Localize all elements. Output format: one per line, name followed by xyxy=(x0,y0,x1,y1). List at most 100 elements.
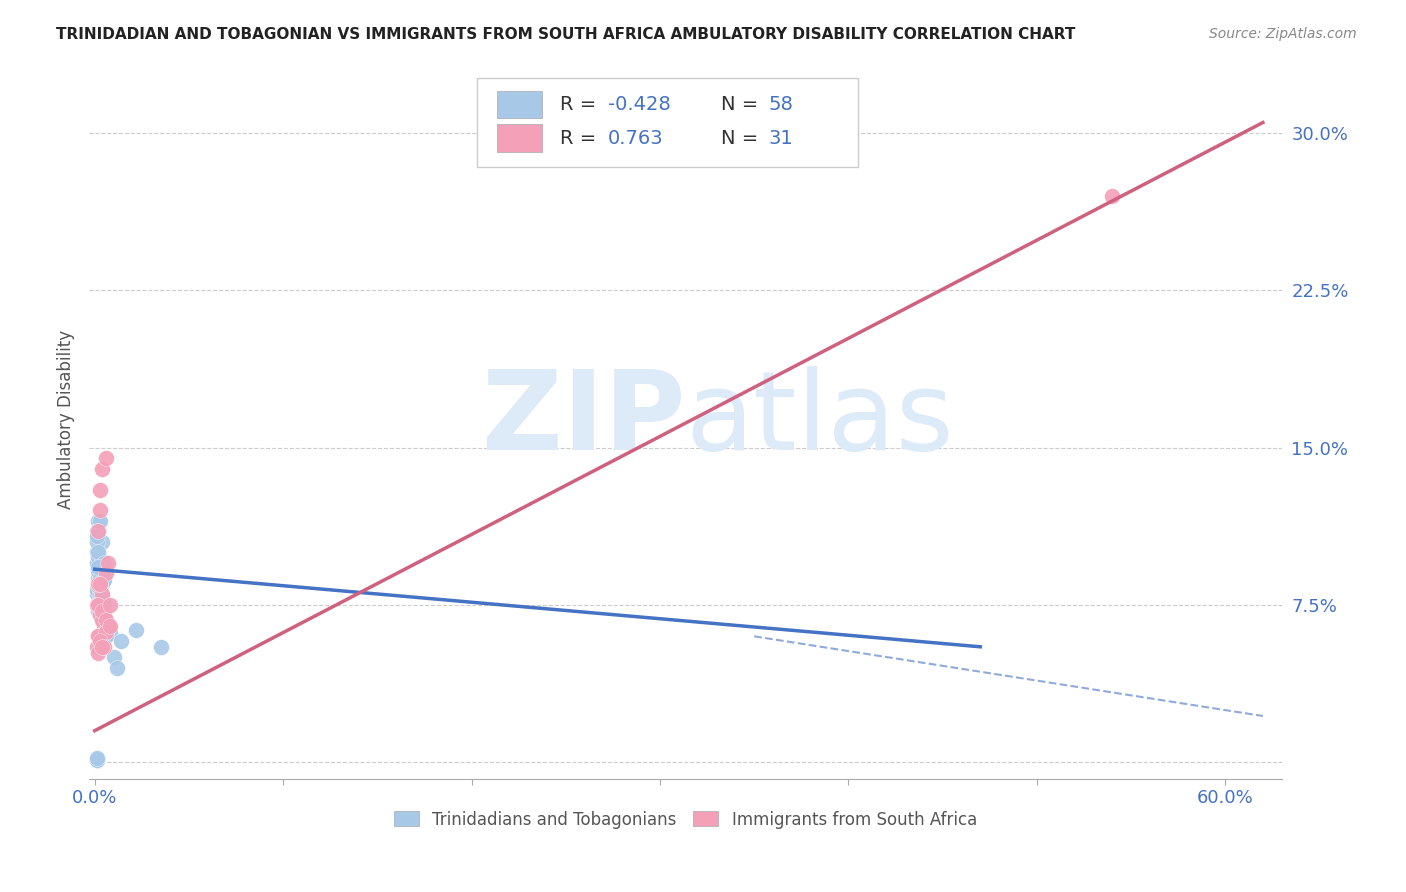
Point xyxy=(94,566,117,581)
Point xyxy=(91,590,114,604)
FancyBboxPatch shape xyxy=(496,124,543,152)
Point xyxy=(98,619,121,633)
Point xyxy=(103,650,125,665)
Point xyxy=(87,629,110,643)
Point xyxy=(89,514,111,528)
Y-axis label: Ambulatory Disability: Ambulatory Disability xyxy=(58,330,75,508)
Point xyxy=(93,608,115,623)
Point xyxy=(86,524,108,539)
Point xyxy=(87,564,110,578)
Legend: Trinidadians and Tobagonians, Immigrants from South Africa: Trinidadians and Tobagonians, Immigrants… xyxy=(387,804,984,835)
Point xyxy=(87,524,110,539)
Point xyxy=(91,640,114,654)
FancyBboxPatch shape xyxy=(477,78,858,168)
Point xyxy=(87,524,110,539)
Point xyxy=(87,577,110,591)
Point xyxy=(105,661,128,675)
Text: TRINIDADIAN AND TOBAGONIAN VS IMMIGRANTS FROM SOUTH AFRICA AMBULATORY DISABILITY: TRINIDADIAN AND TOBAGONIAN VS IMMIGRANTS… xyxy=(56,27,1076,42)
Point xyxy=(86,587,108,601)
Point xyxy=(86,640,108,654)
Point xyxy=(94,615,117,629)
Point xyxy=(94,629,117,643)
Point xyxy=(87,646,110,660)
Point xyxy=(87,560,110,574)
Point xyxy=(87,598,110,612)
Point xyxy=(86,753,108,767)
Point xyxy=(91,577,114,591)
Point xyxy=(89,599,111,614)
Point xyxy=(86,545,108,559)
Point xyxy=(89,577,111,591)
FancyBboxPatch shape xyxy=(496,90,543,118)
Point xyxy=(98,598,121,612)
Point xyxy=(93,602,115,616)
Point xyxy=(86,753,108,767)
Point xyxy=(86,535,108,549)
Point xyxy=(110,633,132,648)
Point xyxy=(87,571,110,585)
Text: Source: ZipAtlas.com: Source: ZipAtlas.com xyxy=(1209,27,1357,41)
Point xyxy=(89,503,111,517)
Point xyxy=(89,483,111,497)
Text: N =: N = xyxy=(721,129,765,148)
Point xyxy=(91,535,114,549)
Point xyxy=(87,579,110,593)
Point xyxy=(91,613,114,627)
Point xyxy=(89,566,111,581)
Point xyxy=(89,608,111,623)
Text: 58: 58 xyxy=(769,95,794,114)
Point xyxy=(89,571,111,585)
Point xyxy=(89,581,111,595)
Point xyxy=(94,619,117,633)
Point xyxy=(93,640,115,654)
Point xyxy=(94,625,117,640)
Point xyxy=(91,613,114,627)
Point xyxy=(93,573,115,587)
Point xyxy=(149,640,172,654)
Point xyxy=(91,562,114,576)
Point xyxy=(91,604,114,618)
Point xyxy=(87,604,110,618)
Point xyxy=(86,751,108,765)
Point xyxy=(98,625,121,640)
Point xyxy=(87,629,110,643)
Point xyxy=(94,451,117,466)
Text: 31: 31 xyxy=(769,129,793,148)
Point xyxy=(91,461,114,475)
Point xyxy=(86,556,108,570)
Point xyxy=(94,613,117,627)
Point xyxy=(91,640,114,654)
Point xyxy=(91,554,114,568)
Point xyxy=(87,545,110,559)
Point xyxy=(86,529,108,543)
Point xyxy=(86,583,108,598)
Point xyxy=(97,556,120,570)
Point xyxy=(91,566,114,581)
Point xyxy=(89,587,111,601)
Point xyxy=(89,571,111,585)
Text: atlas: atlas xyxy=(685,366,953,473)
Point xyxy=(87,514,110,528)
Text: R =: R = xyxy=(560,95,603,114)
Point xyxy=(89,604,111,618)
Point xyxy=(93,608,115,623)
Text: ZIP: ZIP xyxy=(482,366,685,473)
Point xyxy=(89,591,111,606)
Point xyxy=(89,606,111,620)
Text: R =: R = xyxy=(560,129,603,148)
Point xyxy=(89,633,111,648)
Point xyxy=(87,598,110,612)
Point xyxy=(91,593,114,607)
Point xyxy=(93,596,115,610)
Point xyxy=(125,623,148,637)
Text: -0.428: -0.428 xyxy=(607,95,671,114)
Text: N =: N = xyxy=(721,95,765,114)
Point xyxy=(91,587,114,601)
Point xyxy=(93,556,115,570)
Point xyxy=(93,556,115,570)
Point xyxy=(87,545,110,559)
Point xyxy=(97,619,120,633)
Point xyxy=(89,566,111,581)
Point xyxy=(89,577,111,591)
Point xyxy=(91,560,114,574)
